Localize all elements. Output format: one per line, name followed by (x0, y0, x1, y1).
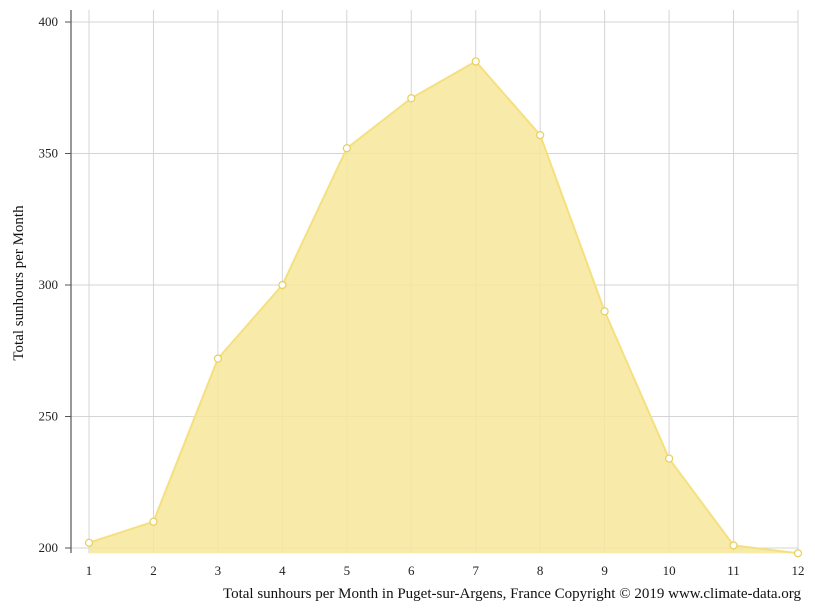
x-tick-label: 6 (408, 563, 415, 578)
data-point (793, 549, 803, 558)
data-point (407, 94, 416, 103)
y-tick-label: 200 (39, 540, 59, 555)
y-tick-label: 300 (39, 277, 59, 292)
x-tick-label: 11 (727, 563, 740, 578)
data-point (664, 454, 674, 463)
x-tick-label: 10 (663, 563, 676, 578)
chart-caption: Total sunhours per Month in Puget-sur-Ar… (223, 586, 802, 602)
data-point (342, 144, 351, 153)
x-tick-label: 1 (86, 563, 93, 578)
data-point (536, 130, 545, 140)
y-tick-label: 250 (39, 409, 59, 424)
data-point (84, 538, 94, 547)
data-point (600, 307, 609, 316)
x-tick-label: 7 (472, 563, 479, 578)
axis-layer (65, 10, 72, 553)
x-tick-label: 4 (279, 563, 286, 578)
data-point (471, 57, 480, 66)
x-tick-label: 2 (150, 563, 157, 578)
y-axis-title: Total sunhours per Month (11, 205, 27, 361)
data-point (149, 517, 158, 526)
data-point (278, 280, 287, 290)
x-tick-label: 3 (215, 563, 222, 578)
x-tick-label: 12 (792, 563, 805, 578)
data-point (729, 541, 738, 550)
data-point (213, 354, 223, 363)
y-tick-label: 400 (39, 14, 59, 29)
marker-layer (84, 57, 803, 558)
x-tick-label: 5 (344, 563, 351, 578)
y-tick-label: 350 (39, 146, 59, 161)
x-tick-label: 8 (537, 563, 544, 578)
series-line (88, 60, 799, 555)
area-layer (88, 60, 799, 555)
x-tick-label: 9 (601, 563, 608, 578)
series-area (89, 61, 798, 554)
